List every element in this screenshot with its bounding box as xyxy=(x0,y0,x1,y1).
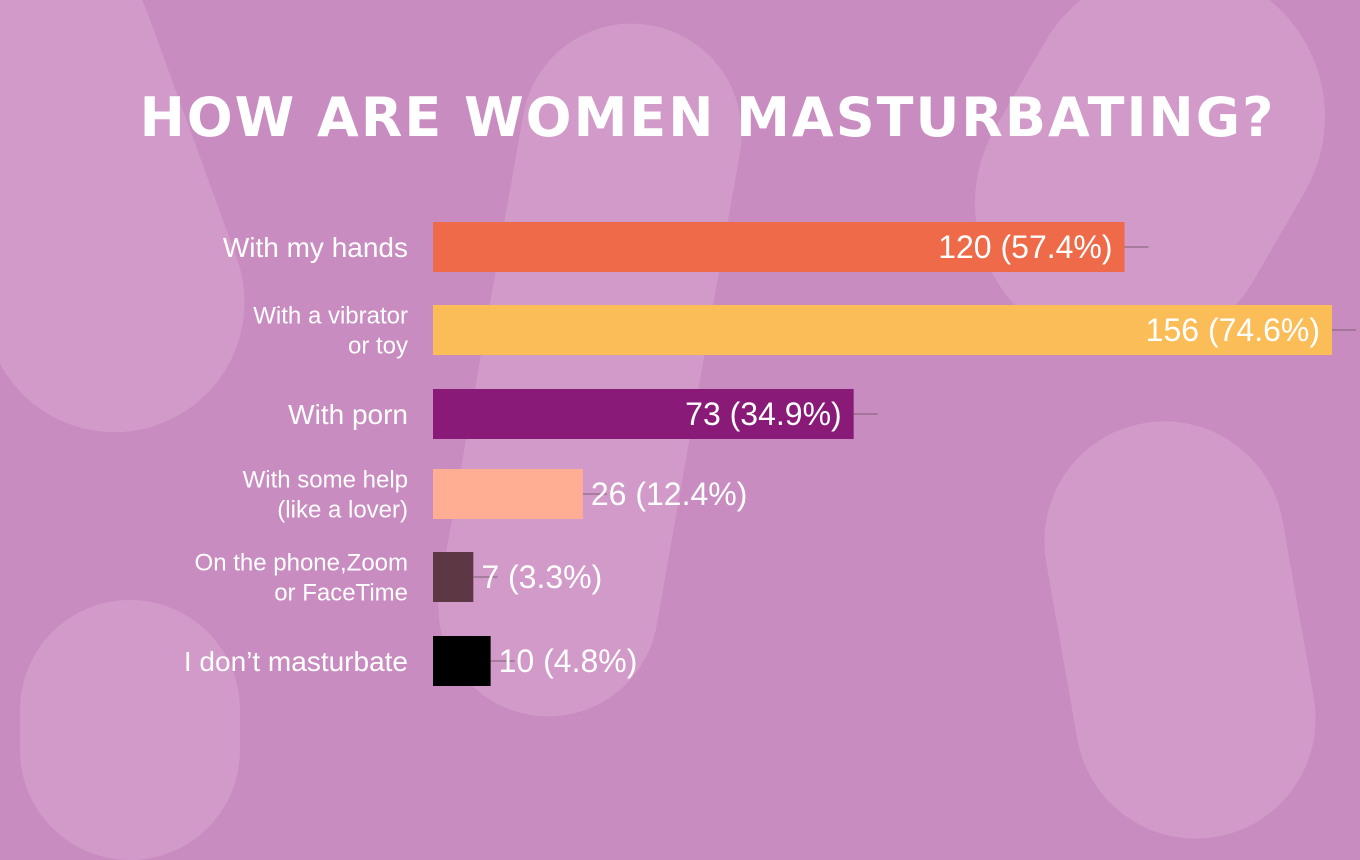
data-label: 26 (12.4%) xyxy=(591,476,748,512)
bar xyxy=(433,389,854,439)
bar-chart: 120 (57.4%) With my hands 156 (74.6%) With … xyxy=(184,222,1356,686)
data-label: 120 (57.4%) xyxy=(938,229,1112,265)
category-label: or FaceTime xyxy=(274,580,408,607)
category-label: With porn xyxy=(288,399,408,430)
bar xyxy=(433,636,491,686)
data-label: 10 (4.8%) xyxy=(499,643,638,679)
category-label: With some help xyxy=(243,467,408,494)
category-label: With a vibrator xyxy=(253,303,408,330)
category-label: On the phone,Zoom xyxy=(195,550,408,577)
data-label: 7 (3.3%) xyxy=(481,559,602,595)
category-label: or toy xyxy=(348,333,408,360)
bar xyxy=(433,305,1332,355)
category-label: (like a lover) xyxy=(277,497,408,524)
bar xyxy=(433,469,583,519)
bar xyxy=(433,552,474,602)
category-label: With my hands xyxy=(223,232,408,263)
data-label: 156 (74.6%) xyxy=(1146,312,1320,348)
data-label: 73 (34.9%) xyxy=(685,396,842,432)
bar xyxy=(433,222,1125,272)
category-label: I don’t masturbate xyxy=(184,646,408,677)
chart-title: HOW ARE WOMEN MASTURBATING? xyxy=(139,86,1276,149)
